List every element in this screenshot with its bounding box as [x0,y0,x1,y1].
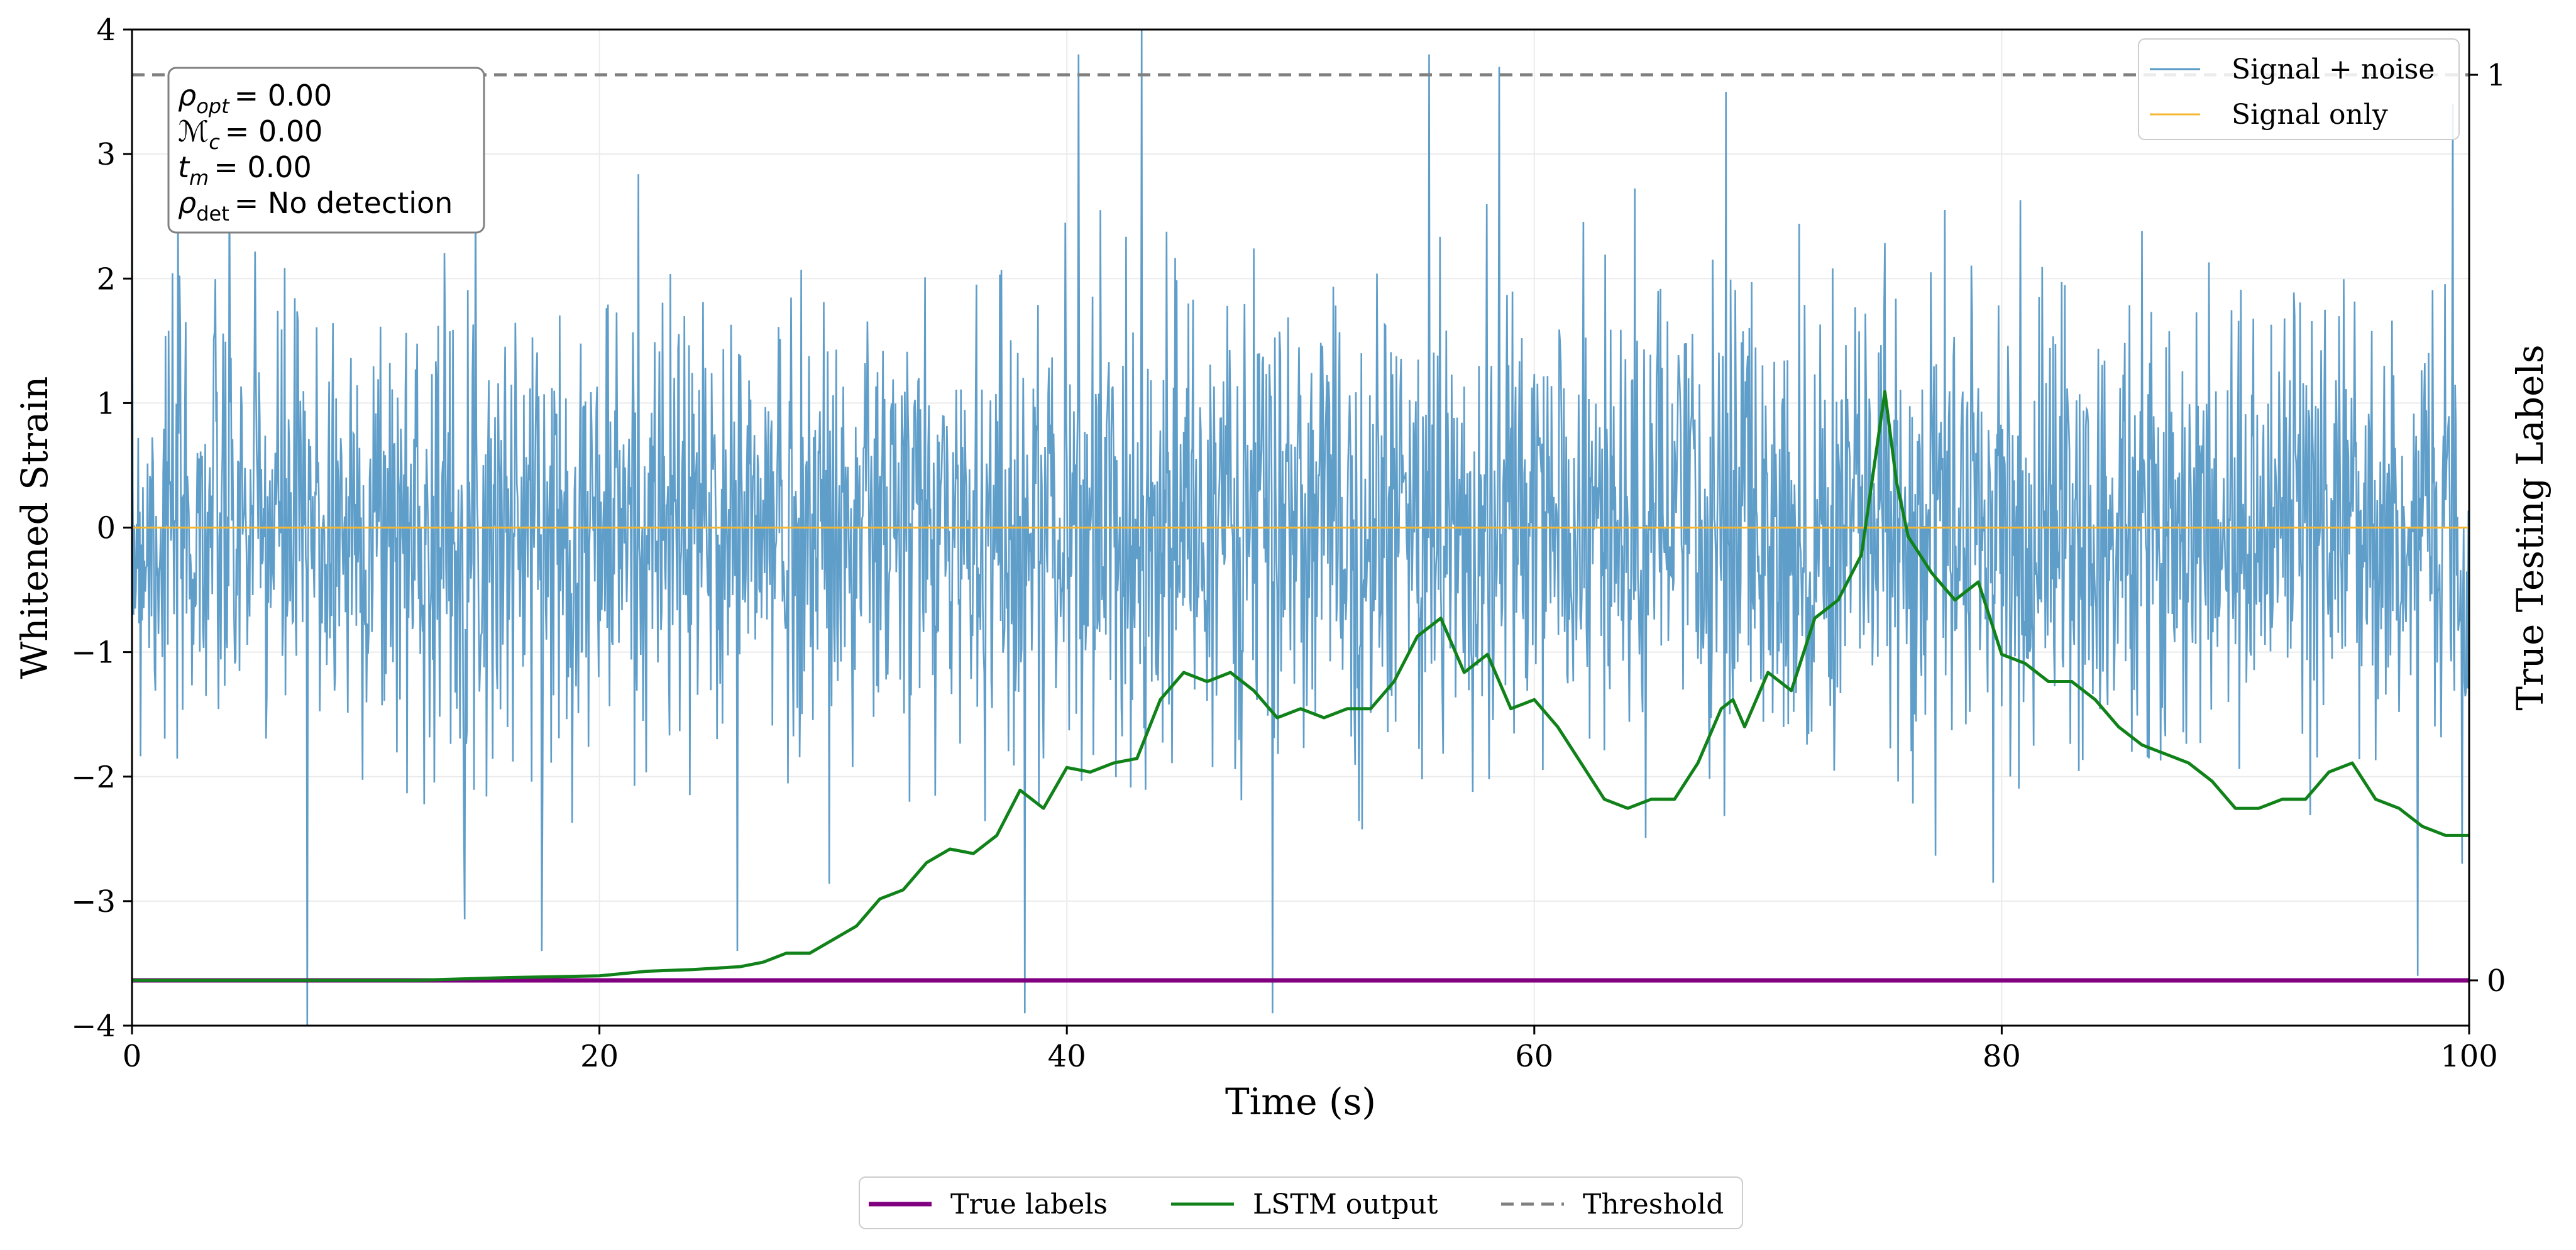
annotation-frame [167,67,485,234]
x-tick-label-3: 60 [1515,1039,1553,1074]
y-tick-label-3: −1 [71,635,116,671]
annotation-line-2: tm = 0.00 [178,150,312,190]
plot-area [132,30,2469,1026]
annotation-line-1: ℳc = 0.00 [178,114,322,154]
x-tick-label-4: 80 [1983,1039,2021,1074]
y-tick-label-1: −3 [71,884,116,919]
y-tick-label-7: 3 [96,137,116,172]
y-tick-label-6: 2 [96,261,116,297]
series-line-lstm-output [132,390,2469,982]
legend-bottom: True labels LSTM output Threshold [859,1176,1743,1229]
x-tick-label-5: 100 [2440,1039,2498,1074]
legend-label: Signal + noise [2232,53,2435,85]
legend-entry-threshold: Threshold [1501,1188,1724,1220]
lines-layer [132,73,2469,983]
x-tick-label-2: 40 [1048,1039,1086,1074]
legend-top: Signal + noise Signal only [2138,38,2460,140]
annotation-line-0: ρopt = 0.00 [178,79,332,118]
y2-axis-label: True Testing Labels [2509,344,2551,710]
signal-noise-layer [132,30,2469,1026]
ticks [123,28,2478,1034]
y2-tick-label-0: 0 [2487,963,2506,999]
legend-entry-signal-noise: Signal + noise [2150,53,2435,85]
y-tick-label-4: 0 [96,511,116,546]
x-tick-label-0: 0 [123,1039,142,1074]
x-tick-label-1: 20 [580,1039,619,1074]
y-tick-label-2: −2 [71,760,116,795]
y-tick-label-8: 4 [96,13,116,48]
legend-entry-signal-only: Signal only [2150,99,2388,131]
y-tick-label-5: 1 [96,386,116,421]
legend-entry-true-labels: True labels [869,1188,1108,1220]
y2-tick-label-1: 1 [2487,58,2506,93]
legend-label: Threshold [1583,1188,1724,1220]
annotation-line-3: ρdet = No detection [178,186,453,226]
series-signal-noise [132,30,2469,1026]
series-lstm-output [132,390,2469,982]
y-axis-label: Whitened Strain [13,376,56,679]
legend-top-frame [2138,38,2460,140]
legend-label: True labels [950,1188,1108,1220]
legend-label: LSTM output [1253,1188,1438,1220]
legend-bottom-frame [859,1176,1743,1229]
legend-label: Signal only [2232,99,2388,131]
y-tick-label-0: −4 [71,1009,116,1044]
legend-entry-lstm-output: LSTM output [1171,1188,1438,1220]
x-axis-label: Time (s) [1225,1080,1376,1123]
